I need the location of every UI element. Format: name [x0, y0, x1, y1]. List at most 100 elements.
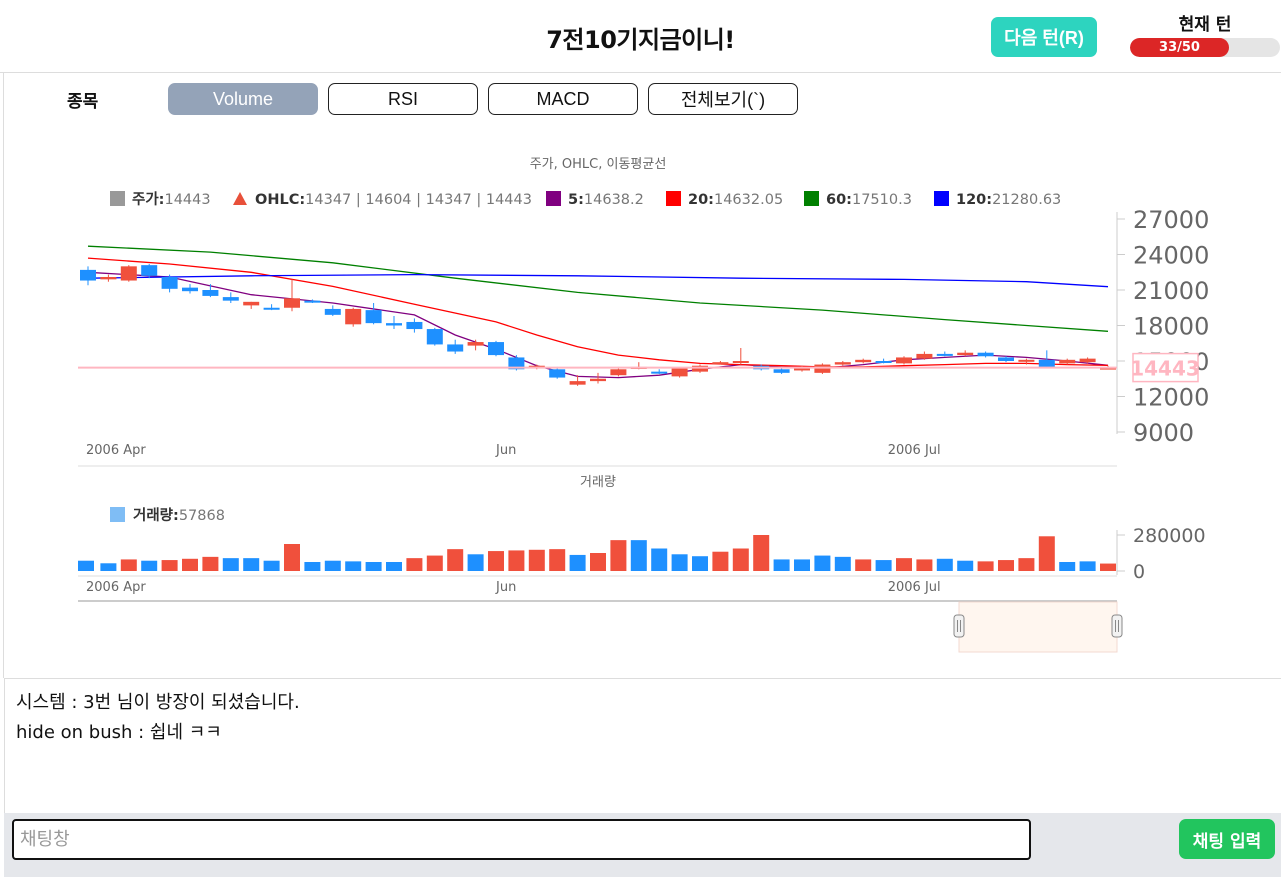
- turn-progress-fill: [1130, 38, 1229, 57]
- volume-bar: [855, 559, 872, 571]
- current-price-label: 14443: [1130, 357, 1200, 381]
- candle-body: [120, 266, 137, 281]
- volume-bar: [161, 560, 178, 571]
- volume-bar: [120, 559, 137, 571]
- chart-title: 주가, OHLC, 이동평균선: [530, 157, 667, 172]
- volume-bar: [243, 558, 260, 571]
- volume-bar: [549, 549, 566, 571]
- candle-body: [610, 369, 627, 376]
- y-tick-label: 24000: [1133, 242, 1209, 270]
- volume-bar: [610, 540, 627, 571]
- volume-bar: [773, 559, 790, 571]
- legend-entry: 20:14632.05: [688, 192, 783, 208]
- current-turn-label: 현재 턴: [1178, 15, 1232, 35]
- legend-entry: 주가:14443: [132, 191, 211, 208]
- candle-body: [365, 310, 382, 324]
- legend-entry: 60:17510.3: [826, 192, 912, 208]
- volume-bar: [1059, 562, 1076, 571]
- turn-progress-bar: 33/50: [1130, 38, 1280, 57]
- volume-bar: [222, 558, 239, 571]
- candle-body: [243, 301, 260, 306]
- volume-bar: [406, 558, 423, 571]
- candle-body: [855, 359, 872, 363]
- volume-bar: [1038, 536, 1055, 571]
- tab-rsi[interactable]: RSI: [328, 83, 478, 115]
- legend-marker: [934, 191, 949, 206]
- volume-bar: [998, 560, 1014, 571]
- volume-bar: [1018, 558, 1035, 571]
- candle-body: [467, 342, 484, 346]
- volume-bar: [100, 563, 117, 571]
- candle-body: [896, 357, 912, 364]
- volume-bar: [386, 562, 402, 571]
- x-tick-label: 2006 Jul: [888, 580, 941, 595]
- y-tick-label: 21000: [1133, 277, 1209, 305]
- candle-body: [936, 353, 953, 356]
- volume-bar: [508, 550, 525, 571]
- ma-line-60: [87, 245, 1109, 332]
- panel-border: [3, 73, 4, 678]
- tab-volume[interactable]: Volume: [168, 83, 318, 115]
- candle-body: [712, 362, 729, 365]
- candle-body: [794, 368, 810, 371]
- candle-body: [916, 353, 933, 359]
- volume-bar: [467, 554, 484, 571]
- volume-bar: [528, 549, 545, 571]
- candle-body: [590, 378, 606, 382]
- legend-entry: 거래량:57868: [133, 506, 225, 524]
- candle-body: [957, 352, 974, 356]
- volume-bar: [834, 556, 851, 571]
- candle-body: [141, 265, 158, 276]
- candle-body: [1059, 359, 1076, 364]
- legend-marker: [666, 191, 681, 206]
- candle-body: [80, 269, 96, 281]
- volume-bar: [488, 551, 504, 571]
- navigator-handle[interactable]: [1111, 614, 1123, 638]
- candle-body: [304, 300, 321, 303]
- volume-bar: [284, 544, 300, 571]
- volume-bar: [875, 560, 892, 571]
- tab-show-all[interactable]: 전체보기(`): [648, 83, 798, 115]
- candle-body: [814, 364, 831, 373]
- candle-body: [447, 344, 464, 352]
- y-tick-label: 280000: [1133, 525, 1206, 547]
- x-tick-label: 2006 Apr: [86, 580, 146, 595]
- volume-bar: [712, 551, 729, 571]
- candle-body: [161, 276, 178, 289]
- candle-body: [222, 297, 239, 301]
- candle-body: [549, 369, 566, 378]
- next-turn-button[interactable]: 다음 턴(R): [991, 17, 1097, 57]
- volume-bar: [936, 558, 953, 571]
- turn-progress-text: 33/50: [1159, 40, 1200, 55]
- legend-marker: [233, 192, 247, 205]
- chat-message: hide on bush : 쉽네 ㅋㅋ: [16, 722, 222, 743]
- volume-bar: [345, 561, 362, 571]
- candle-body: [202, 290, 219, 296]
- chat-send-button[interactable]: 채팅 입력: [1179, 819, 1275, 859]
- candle-body: [488, 342, 504, 356]
- volume-bar: [324, 560, 341, 571]
- ma-line-20: [87, 257, 1109, 368]
- candle-body: [324, 308, 341, 315]
- volume-title: 거래량: [580, 475, 616, 490]
- candle-body: [182, 287, 198, 292]
- navigator-handle[interactable]: [953, 614, 965, 638]
- tab-macd[interactable]: MACD: [488, 83, 638, 115]
- volume-bar: [692, 556, 708, 571]
- candle-body: [773, 369, 790, 373]
- x-tick-label: 2006 Jul: [888, 443, 941, 458]
- chat-input[interactable]: [12, 819, 1031, 860]
- candle-body: [284, 298, 300, 308]
- volume-bar: [590, 553, 606, 571]
- y-tick-label: 9000: [1133, 419, 1194, 447]
- x-tick-label: Jun: [495, 443, 516, 458]
- x-tick-label: Jun: [495, 580, 516, 595]
- candle-body: [508, 357, 525, 370]
- chat-log: 시스템 : 3번 님이 방장이 되셨습니다. hide on bush : 쉽네…: [4, 678, 1281, 813]
- ma-line-5: [87, 271, 1109, 379]
- volume-bar: [671, 554, 688, 571]
- y-tick-label: 18000: [1133, 313, 1209, 341]
- volume-bar: [977, 561, 994, 571]
- current-price-box: [1132, 352, 1199, 383]
